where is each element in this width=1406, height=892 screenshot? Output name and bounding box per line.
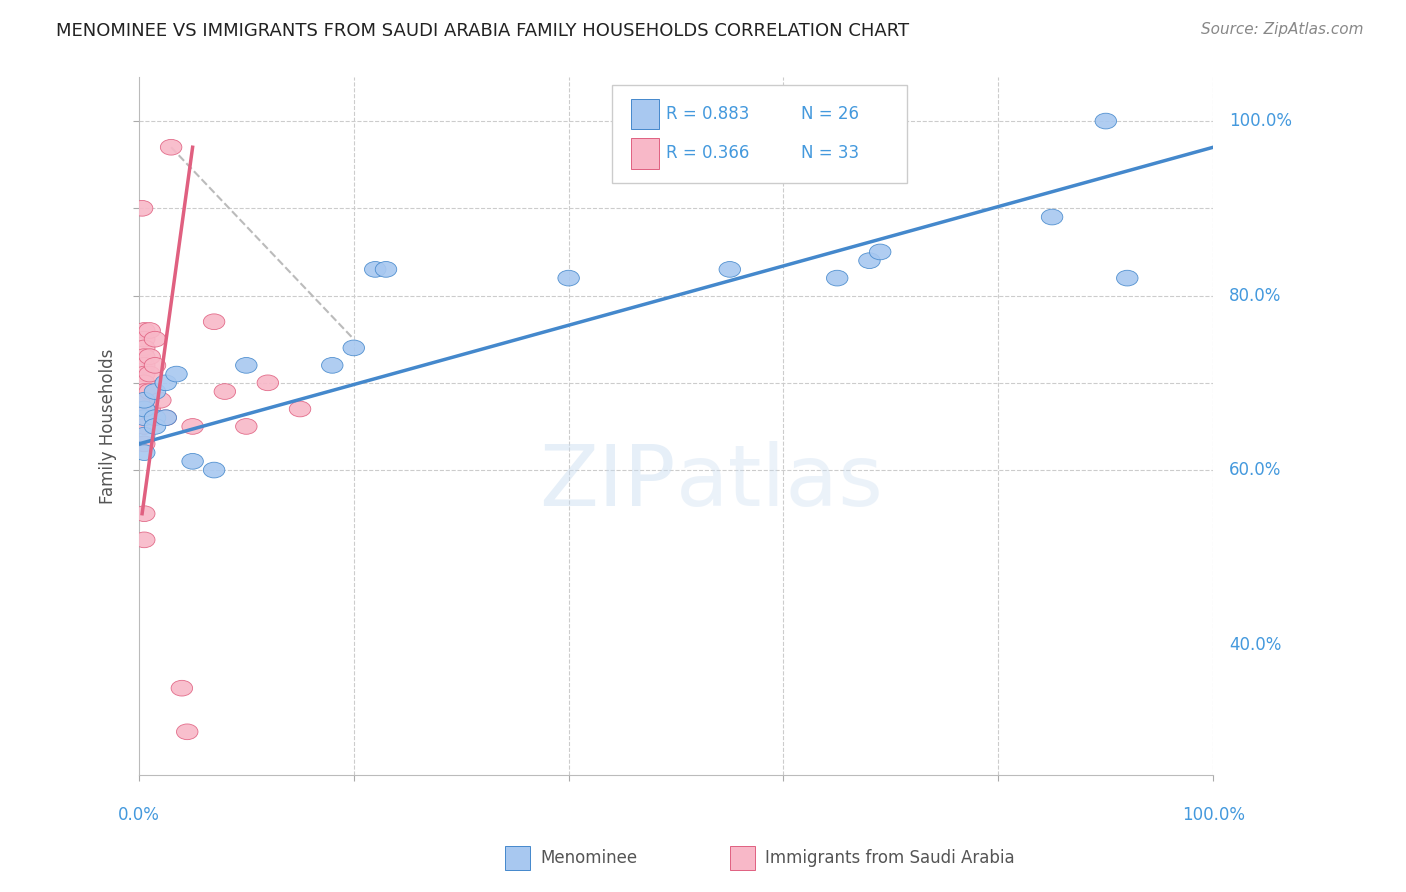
Ellipse shape: [145, 409, 166, 425]
Ellipse shape: [236, 418, 257, 434]
Text: 40.0%: 40.0%: [1229, 636, 1282, 654]
Text: ZIP: ZIP: [540, 441, 676, 524]
Ellipse shape: [134, 401, 155, 417]
Ellipse shape: [375, 261, 396, 277]
Text: MENOMINEE VS IMMIGRANTS FROM SAUDI ARABIA FAMILY HOUSEHOLDS CORRELATION CHART: MENOMINEE VS IMMIGRANTS FROM SAUDI ARABI…: [56, 22, 910, 40]
Ellipse shape: [214, 384, 236, 400]
Text: 100.0%: 100.0%: [1229, 112, 1292, 130]
Ellipse shape: [134, 367, 155, 382]
Text: 100.0%: 100.0%: [1181, 806, 1244, 824]
Text: R = 0.883: R = 0.883: [666, 105, 749, 123]
Ellipse shape: [131, 201, 153, 216]
Ellipse shape: [718, 261, 741, 277]
Ellipse shape: [1095, 113, 1116, 129]
Ellipse shape: [172, 681, 193, 696]
Ellipse shape: [322, 358, 343, 373]
Ellipse shape: [145, 358, 166, 373]
Ellipse shape: [343, 340, 364, 356]
Ellipse shape: [145, 331, 166, 347]
Ellipse shape: [134, 323, 155, 338]
Ellipse shape: [149, 392, 172, 409]
Ellipse shape: [134, 506, 155, 522]
Ellipse shape: [134, 349, 155, 365]
Ellipse shape: [134, 392, 155, 409]
Ellipse shape: [139, 384, 160, 400]
Ellipse shape: [134, 409, 155, 425]
Ellipse shape: [181, 418, 204, 434]
Ellipse shape: [139, 349, 160, 365]
Ellipse shape: [558, 270, 579, 286]
Ellipse shape: [134, 358, 155, 373]
Text: N = 33: N = 33: [801, 145, 859, 162]
Ellipse shape: [1042, 210, 1063, 225]
Ellipse shape: [134, 384, 155, 400]
Ellipse shape: [1116, 270, 1137, 286]
Ellipse shape: [145, 418, 166, 434]
Ellipse shape: [139, 401, 160, 417]
Ellipse shape: [134, 532, 155, 548]
Text: R = 0.366: R = 0.366: [666, 145, 749, 162]
Text: Source: ZipAtlas.com: Source: ZipAtlas.com: [1201, 22, 1364, 37]
Ellipse shape: [155, 409, 177, 425]
Ellipse shape: [134, 340, 155, 356]
Ellipse shape: [139, 367, 160, 382]
Ellipse shape: [160, 139, 181, 155]
Ellipse shape: [155, 375, 177, 391]
Ellipse shape: [134, 445, 155, 460]
Ellipse shape: [364, 261, 387, 277]
Ellipse shape: [236, 358, 257, 373]
Ellipse shape: [134, 392, 155, 409]
Text: atlas: atlas: [676, 441, 884, 524]
Ellipse shape: [181, 453, 204, 469]
Ellipse shape: [827, 270, 848, 286]
Text: Immigrants from Saudi Arabia: Immigrants from Saudi Arabia: [765, 849, 1015, 867]
Ellipse shape: [257, 375, 278, 391]
Ellipse shape: [204, 314, 225, 329]
Ellipse shape: [134, 427, 155, 443]
Text: N = 26: N = 26: [801, 105, 859, 123]
Ellipse shape: [869, 244, 891, 260]
Ellipse shape: [139, 323, 160, 338]
Ellipse shape: [155, 409, 177, 425]
Ellipse shape: [166, 367, 187, 382]
Ellipse shape: [134, 436, 155, 451]
Ellipse shape: [204, 462, 225, 478]
Text: 80.0%: 80.0%: [1229, 286, 1282, 304]
Text: Menominee: Menominee: [540, 849, 637, 867]
Ellipse shape: [134, 418, 155, 434]
Ellipse shape: [290, 401, 311, 417]
Ellipse shape: [134, 375, 155, 391]
Text: 60.0%: 60.0%: [1229, 461, 1282, 479]
Ellipse shape: [177, 724, 198, 739]
Y-axis label: Family Households: Family Households: [100, 349, 117, 504]
Ellipse shape: [134, 401, 155, 417]
Text: 0.0%: 0.0%: [118, 806, 160, 824]
Ellipse shape: [134, 331, 155, 347]
Ellipse shape: [145, 384, 166, 400]
Ellipse shape: [859, 252, 880, 268]
